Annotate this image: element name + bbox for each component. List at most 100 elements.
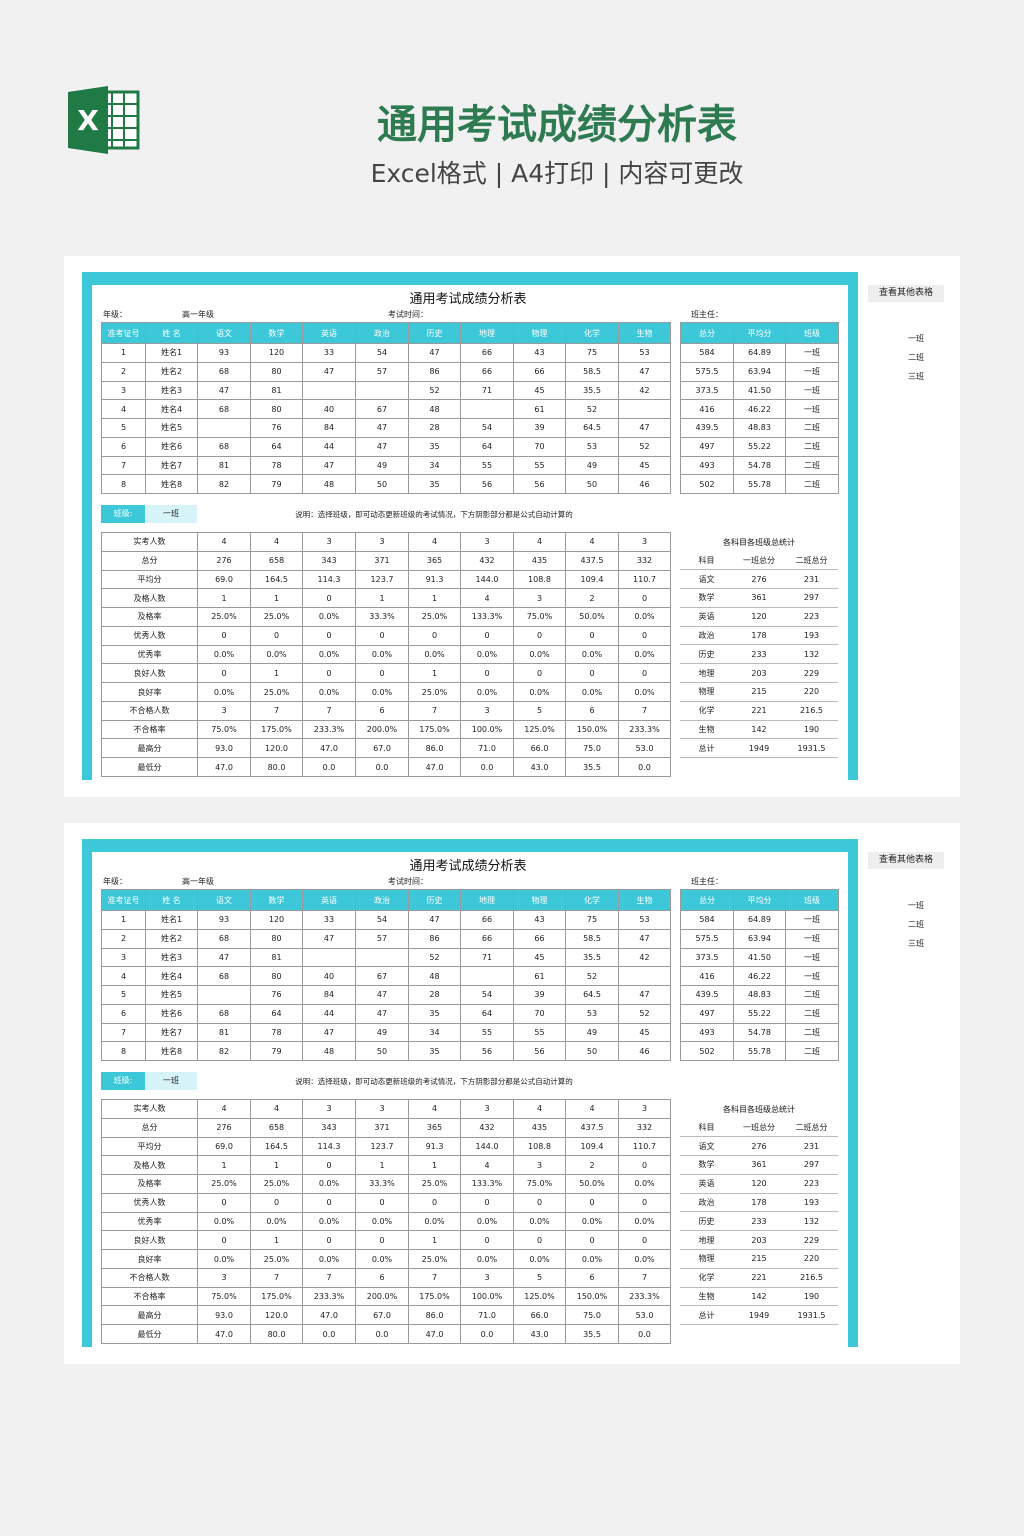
sheet-link[interactable]: 三班 bbox=[908, 939, 924, 948]
cell: 姓名8 bbox=[145, 474, 198, 494]
cell: 化学 bbox=[680, 1268, 733, 1288]
cell: 52 bbox=[565, 966, 619, 986]
row: 历史 233 132 bbox=[680, 644, 838, 665]
cell: 一班 bbox=[785, 399, 839, 419]
cell: 54 bbox=[355, 910, 409, 930]
cell: 42 bbox=[618, 947, 671, 968]
row: 地理 203 229 bbox=[680, 663, 838, 684]
cell bbox=[355, 947, 409, 968]
cell: 1 bbox=[101, 343, 146, 363]
cell: 0.0% bbox=[460, 1249, 514, 1269]
cell: 3 bbox=[355, 532, 409, 552]
cell: 439.5 bbox=[680, 418, 734, 438]
row: 最低分 47.0 80.0 0.0 0.0 47.0 0.0 43.0 35.5 0.0 bbox=[101, 1324, 671, 1344]
cell: 75.0 bbox=[565, 738, 619, 759]
cell: 215 bbox=[733, 682, 785, 702]
cell: 姓名1 bbox=[145, 343, 198, 363]
cell: 132 bbox=[785, 644, 838, 665]
cell: 47 bbox=[302, 455, 356, 476]
cell: 75 bbox=[565, 343, 619, 363]
cell: 0.0% bbox=[197, 682, 251, 702]
cell: 1 bbox=[101, 910, 146, 930]
cell: 45 bbox=[618, 455, 671, 476]
cell: 英语 bbox=[680, 607, 733, 627]
class-totals-title: 各科目各班级总统计 bbox=[723, 1105, 795, 1114]
cell: 姓名2 bbox=[145, 928, 198, 949]
cell: 语文 bbox=[680, 1136, 733, 1157]
cell: 0.0% bbox=[565, 644, 619, 665]
row: 科目 一班总分 二班总分 bbox=[680, 1118, 838, 1138]
cell: 70 bbox=[513, 1003, 566, 1024]
cell: 93.0 bbox=[197, 738, 251, 759]
cell: 190 bbox=[785, 1287, 838, 1307]
cell: 120 bbox=[250, 910, 303, 930]
cell: 178 bbox=[733, 626, 785, 646]
row: 4 姓名4 68 80 40 67 48 61 52 bbox=[101, 399, 671, 419]
cell: 55 bbox=[513, 455, 566, 476]
cell: 2 bbox=[101, 928, 146, 949]
cell: 53.0 bbox=[618, 738, 671, 759]
cell: 4 bbox=[250, 1099, 303, 1119]
cell: 49 bbox=[565, 1022, 619, 1043]
cell: 3 bbox=[460, 1099, 514, 1119]
cell: 223 bbox=[785, 1174, 838, 1194]
cell: 53 bbox=[565, 436, 619, 457]
cell: 120.0 bbox=[250, 738, 303, 759]
sheet-link[interactable]: 一班 bbox=[908, 901, 924, 910]
row: 8 姓名8 82 79 48 50 35 56 56 50 46 bbox=[101, 474, 671, 494]
cell: 220 bbox=[785, 1249, 838, 1269]
class-select[interactable]: 一班 bbox=[145, 505, 197, 523]
other-sheets-button[interactable]: 查看其他表格 bbox=[868, 285, 944, 302]
cell: 35.5 bbox=[565, 380, 619, 401]
cell: 123.7 bbox=[355, 569, 409, 590]
cell: 233.3% bbox=[618, 719, 671, 740]
summary-table: 总分 平均分 班级 584 64.89 一班 575.5 63.94 一班 373.5 41.50 一… bbox=[680, 322, 839, 494]
cell: 43.0 bbox=[513, 757, 566, 777]
cell: 50 bbox=[355, 1041, 409, 1061]
cell: 91.3 bbox=[408, 1136, 461, 1157]
cell: 35.5 bbox=[565, 947, 619, 968]
cell: 二班 bbox=[785, 455, 839, 476]
cell: 姓名1 bbox=[145, 910, 198, 930]
cell: 109.4 bbox=[565, 569, 619, 590]
cell: 25.0% bbox=[197, 1174, 251, 1194]
cell: 75 bbox=[565, 910, 619, 930]
sheet-card: 通用考试成绩分析表 年级： 高一年级 考试时间： 班主任： 准考证号姓 名语文 数学 英语 政治… bbox=[64, 256, 960, 797]
cell: 0.0% bbox=[408, 1211, 461, 1232]
cell: 193 bbox=[785, 626, 838, 646]
other-sheets-button[interactable]: 查看其他表格 bbox=[868, 852, 944, 869]
sheet-link[interactable]: 二班 bbox=[908, 353, 924, 362]
row: 及格率 25.0% 25.0% 0.0% 33.3% 25.0% 133.3% 75.0% 50… bbox=[101, 1174, 671, 1194]
cell: 190 bbox=[785, 720, 838, 740]
cell: 7 bbox=[101, 1022, 146, 1043]
cell: 0 bbox=[460, 663, 514, 684]
sheet-link[interactable]: 三班 bbox=[908, 372, 924, 381]
row: 575.5 63.94 一班 bbox=[680, 361, 839, 382]
cell: 68 bbox=[197, 361, 251, 382]
cell: 47 bbox=[355, 1003, 409, 1024]
cell: 0 bbox=[355, 1230, 409, 1251]
cell: 75.0% bbox=[197, 1286, 251, 1307]
cell: 150.0% bbox=[565, 719, 619, 740]
cell: 53 bbox=[618, 343, 671, 363]
cell: 297 bbox=[785, 1155, 838, 1175]
cell: 233 bbox=[733, 644, 785, 665]
cell: 0 bbox=[513, 663, 566, 684]
header-cell: 姓 名 bbox=[145, 322, 198, 344]
cell: 54 bbox=[460, 418, 514, 438]
cell: 1 bbox=[197, 1155, 251, 1176]
class-select[interactable]: 一班 bbox=[145, 1072, 197, 1090]
cell: 68 bbox=[197, 436, 251, 457]
cell: 良好人数 bbox=[101, 663, 198, 684]
sheet-link[interactable]: 一班 bbox=[908, 334, 924, 343]
cell: 不合格率 bbox=[101, 719, 198, 740]
row: 502 55.78 二班 bbox=[680, 474, 839, 494]
cell: 371 bbox=[355, 550, 409, 571]
sheet-link[interactable]: 二班 bbox=[908, 920, 924, 929]
cell: 56 bbox=[460, 1041, 514, 1061]
cell: 67.0 bbox=[355, 738, 409, 759]
header-cell: 化学 bbox=[565, 889, 619, 911]
row: 493 54.78 二班 bbox=[680, 455, 839, 476]
cell: 7 bbox=[101, 455, 146, 476]
cell: 66 bbox=[460, 361, 514, 382]
